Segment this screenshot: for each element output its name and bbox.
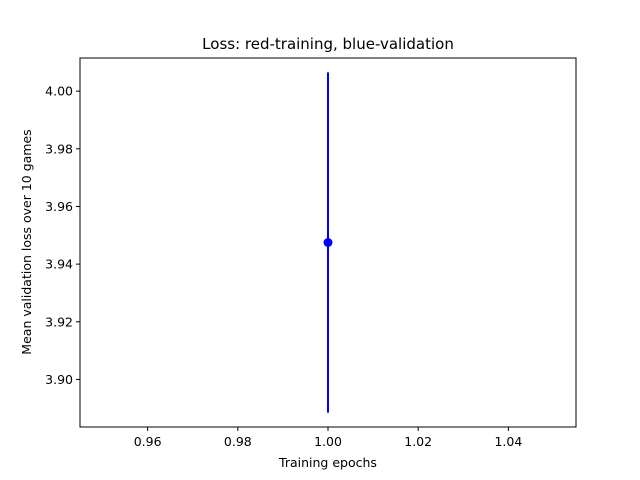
x-axis: 0.96 0.98 1.00 1.02 1.04 <box>134 427 522 449</box>
y-axis: 3.90 3.92 3.94 3.96 3.98 4.00 <box>45 84 80 387</box>
y-tick-label: 4.00 <box>45 84 73 99</box>
y-axis-label: Mean validation loss over 10 games <box>19 129 34 354</box>
y-tick-label: 3.90 <box>45 372 73 387</box>
chart-title: Loss: red-training, blue-validation <box>202 35 454 53</box>
x-tick-label: 0.96 <box>134 434 162 449</box>
y-tick-label: 3.96 <box>45 199 73 214</box>
x-tick-label: 1.00 <box>314 434 342 449</box>
x-tick-label: 1.04 <box>494 434 522 449</box>
x-axis-label: Training epochs <box>278 455 377 470</box>
y-tick-label: 3.98 <box>45 141 73 156</box>
chart-marks <box>323 72 333 413</box>
x-tick-label: 1.02 <box>404 434 432 449</box>
y-tick-label: 3.94 <box>45 257 73 272</box>
x-tick-label: 0.98 <box>224 434 252 449</box>
data-point <box>323 238 333 247</box>
y-tick-label: 3.92 <box>45 314 73 329</box>
